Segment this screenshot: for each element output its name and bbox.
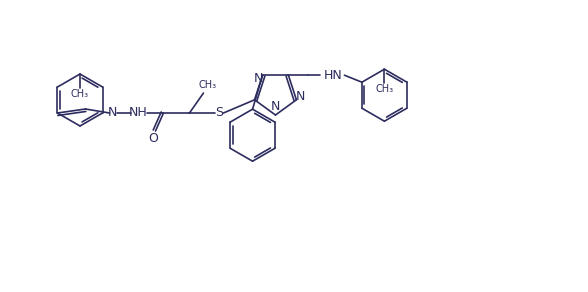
Text: HN: HN	[324, 69, 343, 82]
Text: N: N	[108, 105, 117, 119]
Text: CH₃: CH₃	[71, 89, 89, 99]
Text: N: N	[254, 72, 263, 85]
Text: O: O	[149, 133, 158, 145]
Text: CH₃: CH₃	[375, 84, 393, 94]
Text: N: N	[296, 90, 305, 103]
Text: S: S	[215, 107, 223, 119]
Text: CH₃: CH₃	[198, 80, 216, 90]
Text: NH: NH	[129, 105, 148, 119]
Text: N: N	[271, 100, 280, 114]
